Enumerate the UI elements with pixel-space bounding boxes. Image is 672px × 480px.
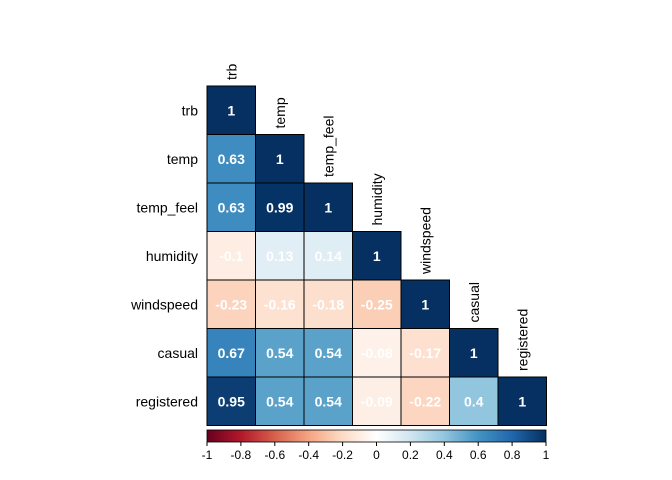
cell-value-humidity-temp_feel: 0.14 — [315, 248, 342, 264]
row-label-registered: registered — [136, 393, 198, 409]
row-label-casual: casual — [158, 345, 198, 361]
cell-value-temp_feel-temp_feel: 1 — [324, 199, 332, 215]
cell-registered-trb — [206, 376, 256, 426]
row-label-trb: trb — [182, 102, 199, 118]
cell-value-temp-trb: 0.63 — [218, 151, 245, 167]
colorbar-gradient — [206, 429, 547, 443]
colorbar-tick-label: -0.8 — [231, 448, 252, 462]
cell-temp-trb — [206, 134, 256, 184]
cell-value-casual-windspeed: -0.17 — [409, 345, 441, 361]
cell-humidity-temp — [255, 231, 305, 281]
cell-windspeed-temp — [255, 279, 305, 329]
cell-value-temp_feel-trb: 0.63 — [218, 199, 245, 215]
colorbar-tick-label: 0 — [373, 448, 380, 462]
cell-value-humidity-trb: -0.1 — [219, 248, 243, 264]
cell-value-humidity-humidity: 1 — [373, 248, 381, 264]
cell-value-registered-humidity: -0.09 — [361, 393, 393, 409]
cell-value-temp_feel-temp: 0.99 — [266, 199, 293, 215]
row-label-temp_feel: temp_feel — [137, 199, 198, 215]
cell-temp_feel-temp_feel — [303, 182, 353, 232]
column-label-registered: registered — [514, 309, 530, 371]
cell-value-casual-trb: 0.67 — [218, 345, 245, 361]
colorbar-tick-label: 0.2 — [402, 448, 419, 462]
cells-layer — [206, 85, 547, 426]
colorbar-tick-label: 0.6 — [470, 448, 487, 462]
column-label-temp: temp — [272, 97, 288, 128]
cell-windspeed-humidity — [352, 279, 402, 329]
cell-humidity-humidity — [352, 231, 402, 281]
cell-value-registered-trb: 0.95 — [218, 393, 245, 409]
colorbar-tick-label: 0.8 — [504, 448, 521, 462]
cell-value-casual-temp_feel: 0.54 — [315, 345, 342, 361]
cell-value-windspeed-humidity: -0.25 — [361, 296, 393, 312]
cell-registered-temp — [255, 376, 305, 426]
row-label-windspeed: windspeed — [130, 296, 198, 312]
column-label-casual: casual — [466, 282, 482, 322]
column-label-humidity: humidity — [369, 173, 385, 225]
cell-temp-temp — [255, 134, 305, 184]
cell-casual-temp_feel — [303, 328, 353, 378]
cell-value-windspeed-temp: -0.16 — [264, 296, 296, 312]
colorbar-tick-label: -1 — [202, 448, 213, 462]
cell-casual-humidity — [352, 328, 402, 378]
colorbar-tick-label: -0.2 — [332, 448, 353, 462]
cell-value-windspeed-windspeed: 1 — [421, 296, 429, 312]
cell-value-casual-temp: 0.54 — [266, 345, 293, 361]
colorbar-tick-label: -0.4 — [298, 448, 319, 462]
cell-registered-casual — [449, 376, 499, 426]
row-label-temp: temp — [167, 151, 198, 167]
column-labels: trb temp temp_feel humidity windspeed casual r… — [223, 63, 530, 371]
cell-casual-temp — [255, 328, 305, 378]
cell-value-registered-casual: 0.4 — [464, 393, 484, 409]
cell-value-trb-trb: 1 — [227, 102, 235, 118]
column-label-windspeed: windspeed — [417, 207, 433, 275]
cell-value-windspeed-trb: -0.23 — [215, 296, 247, 312]
column-label-trb: trb — [223, 63, 239, 80]
cell-labels-layer: 1 0.63 1 0.63 0.99 1 -0.1 0.13 0.14 1 -0.23 -0.16 -0… — [215, 102, 526, 409]
cell-value-windspeed-temp_feel: -0.18 — [312, 296, 344, 312]
row-labels: trb temp temp_feel humidity windspeed casual r… — [130, 102, 198, 409]
colorbar-tick-label: 0.4 — [436, 448, 453, 462]
cell-value-temp-temp: 1 — [276, 151, 284, 167]
cell-value-casual-humidity: -0.08 — [361, 345, 393, 361]
cell-registered-registered — [497, 376, 547, 426]
colorbar-tick-label: -0.6 — [264, 448, 285, 462]
column-label-temp_feel: temp_feel — [320, 116, 336, 177]
colorbar-tick-label: 1 — [543, 448, 550, 462]
cell-trb-trb — [206, 85, 256, 135]
cell-casual-casual — [449, 328, 499, 378]
cell-casual-windspeed — [400, 328, 450, 378]
cell-registered-humidity — [352, 376, 402, 426]
cell-value-casual-casual: 1 — [470, 345, 478, 361]
cell-casual-trb — [206, 328, 256, 378]
cell-value-registered-temp_feel: 0.54 — [315, 393, 342, 409]
colorbar: -1 -0.8 -0.6 -0.4 -0.2 0 0.2 0.4 0.6 0.8 1 — [202, 429, 550, 462]
cell-value-registered-registered: 1 — [518, 393, 526, 409]
cell-value-humidity-temp: 0.13 — [266, 248, 293, 264]
cell-value-registered-windspeed: -0.22 — [409, 393, 441, 409]
cell-value-registered-temp: 0.54 — [266, 393, 293, 409]
row-label-humidity: humidity — [146, 248, 198, 264]
